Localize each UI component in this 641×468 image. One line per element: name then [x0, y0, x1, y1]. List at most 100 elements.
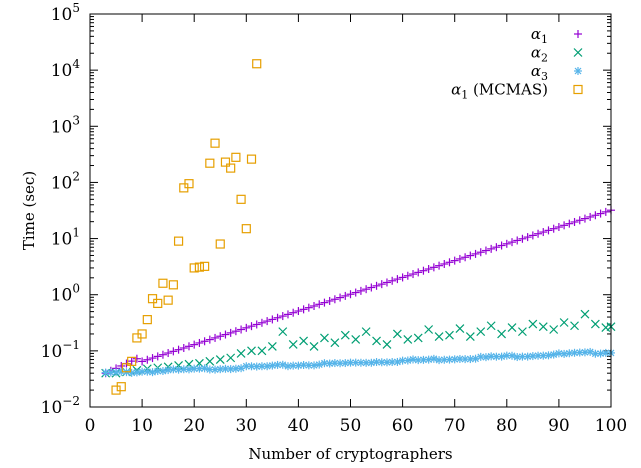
y-tick-exponent: 2 — [72, 169, 80, 183]
data-point — [184, 342, 193, 351]
data-point — [138, 357, 147, 366]
legend-label-sub: 1 — [541, 33, 548, 46]
y-tick-exponent: 5 — [72, 1, 80, 15]
data-point — [413, 333, 423, 343]
plot-frame — [89, 13, 612, 408]
y-tick-base: 10 — [41, 398, 63, 418]
data-point — [502, 239, 511, 248]
x-tick-label: 30 — [235, 416, 257, 436]
data-point — [497, 329, 507, 339]
data-point — [330, 295, 339, 304]
data-point — [435, 261, 444, 270]
data-point — [221, 330, 230, 339]
data-point — [247, 322, 256, 331]
data-point — [267, 341, 277, 351]
x-tick-label: 100 — [595, 416, 627, 436]
y-tick-exponent: 3 — [72, 113, 80, 127]
data-point — [210, 138, 220, 148]
data-point — [142, 315, 152, 325]
data-point — [205, 335, 214, 344]
data-point — [346, 290, 355, 299]
data-point — [153, 298, 163, 309]
data-point — [565, 219, 574, 228]
data-point — [143, 355, 152, 364]
data-point — [211, 333, 220, 342]
data-point — [539, 228, 548, 237]
data-point — [158, 278, 168, 288]
data-point — [241, 224, 251, 234]
data-point — [419, 266, 428, 275]
data-point — [336, 293, 345, 302]
data-point — [190, 340, 199, 349]
data-point — [549, 350, 558, 359]
data-point — [179, 343, 188, 352]
y-tick-label: 105 — [51, 1, 80, 25]
data-point — [429, 354, 438, 363]
data-point — [518, 327, 527, 337]
data-point — [419, 355, 428, 364]
data-point — [278, 327, 288, 337]
data-point — [246, 154, 257, 164]
data-point — [299, 305, 308, 314]
data-point — [247, 346, 256, 356]
data-point — [549, 224, 558, 233]
data-point — [559, 318, 569, 327]
data-point — [121, 363, 132, 373]
data-point — [367, 283, 376, 292]
data-point — [237, 325, 246, 334]
data-point — [216, 332, 225, 341]
data-point — [518, 352, 527, 361]
data-point — [461, 253, 470, 262]
data-point — [372, 336, 381, 346]
data-point — [173, 236, 184, 246]
data-point — [205, 158, 215, 168]
data-point — [570, 217, 579, 226]
y-tick-label: 10−2 — [41, 394, 80, 418]
data-point — [440, 259, 449, 268]
data-point — [507, 323, 517, 332]
data-point — [476, 327, 486, 337]
data-point — [445, 330, 454, 340]
data-point — [580, 214, 589, 223]
data-point — [560, 221, 569, 230]
legend-label: α1 (MCMAS) — [451, 81, 548, 102]
y-tick-label: 101 — [51, 226, 80, 250]
data-point — [570, 321, 579, 331]
data-point — [205, 356, 215, 366]
legend-marker — [573, 84, 583, 95]
data-point — [257, 346, 267, 356]
data-point — [257, 362, 266, 371]
data-point — [372, 281, 381, 290]
y-axis-label: Time (sec) — [20, 171, 38, 250]
data-point — [127, 356, 137, 366]
data-point — [117, 367, 126, 376]
x-tick-label: 40 — [288, 416, 310, 436]
y-tick-base: 10 — [51, 286, 73, 306]
data-point — [294, 307, 303, 316]
data-point — [596, 209, 605, 218]
data-point — [528, 319, 538, 329]
data-point — [330, 338, 340, 348]
legend-label-suffix: (MCMAS) — [468, 81, 548, 99]
data-point — [393, 357, 402, 366]
x-tick-label: 90 — [548, 416, 570, 436]
data-point — [414, 356, 423, 365]
y-tick-base: 10 — [51, 230, 73, 250]
data-point — [299, 336, 309, 346]
y-tick-exponent: 4 — [72, 57, 80, 71]
data-point — [377, 280, 386, 289]
data-point — [538, 322, 548, 332]
y-tick-base: 10 — [41, 342, 63, 362]
data-point — [497, 241, 506, 250]
data-point — [508, 238, 517, 247]
series-4 — [111, 59, 262, 395]
data-point — [466, 251, 475, 260]
data-point — [147, 294, 158, 304]
data-point — [252, 320, 261, 329]
data-point — [487, 244, 496, 253]
data-points — [101, 59, 616, 395]
y-tick-label: 103 — [51, 113, 80, 137]
data-point — [174, 345, 183, 354]
data-point — [341, 291, 350, 300]
